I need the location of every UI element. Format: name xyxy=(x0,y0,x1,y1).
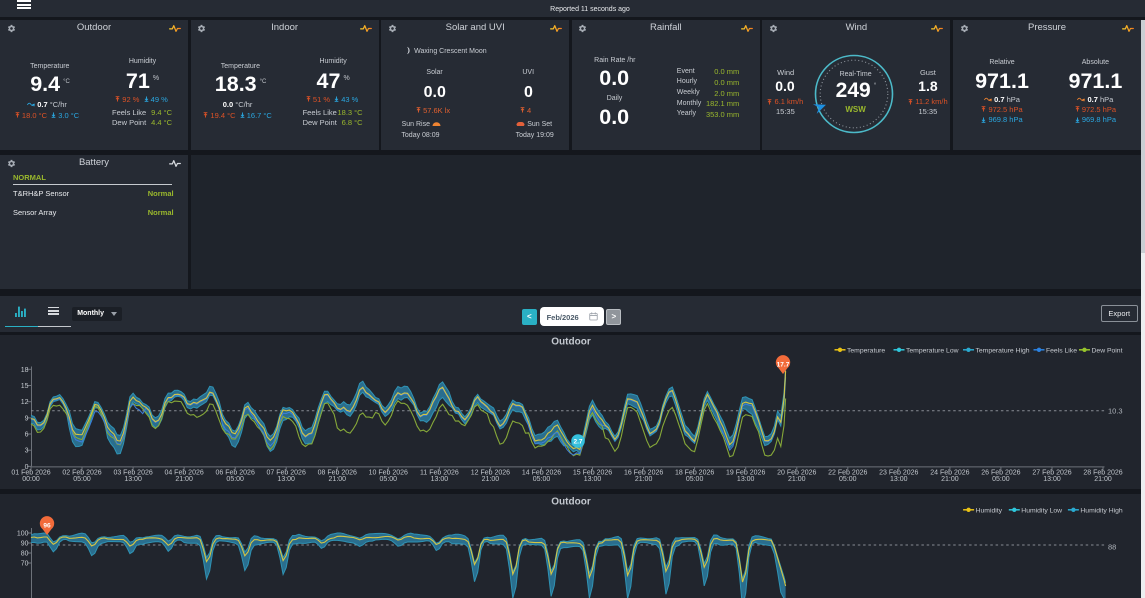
svg-text:13:00: 13:00 xyxy=(1043,476,1061,483)
svg-text:21:00: 21:00 xyxy=(941,476,959,483)
svg-text:Humidity: Humidity xyxy=(976,507,1003,514)
svg-text:11 Feb 2026: 11 Feb 2026 xyxy=(420,470,459,477)
svg-text:2.7: 2.7 xyxy=(573,439,582,446)
svg-text:02 Feb 2026: 02 Feb 2026 xyxy=(62,470,101,477)
svg-text:23 Feb 2026: 23 Feb 2026 xyxy=(879,470,918,477)
svg-text:13:00: 13:00 xyxy=(431,476,449,483)
svg-text:21:00: 21:00 xyxy=(175,476,193,483)
svg-text:10 Feb 2026: 10 Feb 2026 xyxy=(369,470,408,477)
svg-text:21:00: 21:00 xyxy=(1094,476,1112,483)
svg-text:20 Feb 2026: 20 Feb 2026 xyxy=(777,470,816,477)
svg-text:01 Feb 2026: 01 Feb 2026 xyxy=(11,470,50,477)
svg-text:04 Feb 2026: 04 Feb 2026 xyxy=(164,470,203,477)
svg-text:Temperature: Temperature xyxy=(847,347,885,354)
svg-text:03 Feb 2026: 03 Feb 2026 xyxy=(113,470,152,477)
svg-text:21:00: 21:00 xyxy=(635,476,653,483)
svg-text:05:00: 05:00 xyxy=(73,476,91,483)
svg-text:3: 3 xyxy=(25,448,29,455)
svg-text:90: 90 xyxy=(21,541,29,548)
svg-text:26 Feb 2026: 26 Feb 2026 xyxy=(981,470,1020,477)
svg-text:05:00: 05:00 xyxy=(839,476,857,483)
svg-text:27 Feb 2026: 27 Feb 2026 xyxy=(1032,470,1071,477)
svg-text:05:00: 05:00 xyxy=(992,476,1010,483)
svg-text:80: 80 xyxy=(21,551,29,558)
svg-text:13:00: 13:00 xyxy=(277,476,295,483)
svg-text:05:00: 05:00 xyxy=(686,476,704,483)
svg-text:24 Feb 2026: 24 Feb 2026 xyxy=(930,470,969,477)
svg-text:00:00: 00:00 xyxy=(22,476,40,483)
svg-text:16 Feb 2026: 16 Feb 2026 xyxy=(624,470,663,477)
svg-text:12 Feb 2026: 12 Feb 2026 xyxy=(471,470,510,477)
svg-text:05:00: 05:00 xyxy=(226,476,244,483)
svg-text:15 Feb 2026: 15 Feb 2026 xyxy=(573,470,612,477)
svg-text:12: 12 xyxy=(21,399,29,406)
svg-text:06 Feb 2026: 06 Feb 2026 xyxy=(216,470,255,477)
svg-text:22 Feb 2026: 22 Feb 2026 xyxy=(828,470,867,477)
svg-text:17.7: 17.7 xyxy=(777,362,790,369)
svg-text:Dew Point: Dew Point xyxy=(1092,347,1123,354)
svg-text:18 Feb 2026: 18 Feb 2026 xyxy=(675,470,714,477)
svg-text:9: 9 xyxy=(25,415,29,422)
svg-text:88: 88 xyxy=(1108,543,1116,552)
svg-text:28 Feb 2026: 28 Feb 2026 xyxy=(1083,470,1122,477)
svg-text:07 Feb 2026: 07 Feb 2026 xyxy=(267,470,306,477)
svg-text:18: 18 xyxy=(21,367,29,374)
svg-text:Outdoor: Outdoor xyxy=(551,337,591,348)
svg-text:21:00: 21:00 xyxy=(482,476,500,483)
svg-text:Outdoor: Outdoor xyxy=(551,497,591,508)
svg-text:08 Feb 2026: 08 Feb 2026 xyxy=(318,470,357,477)
svg-text:13:00: 13:00 xyxy=(737,476,755,483)
svg-text:Humidity Low: Humidity Low xyxy=(1021,507,1062,514)
svg-text:Temperature High: Temperature High xyxy=(976,347,1030,354)
svg-text:6: 6 xyxy=(25,432,29,439)
svg-text:Feels Like: Feels Like xyxy=(1046,347,1077,354)
svg-text:13:00: 13:00 xyxy=(124,476,142,483)
svg-text:10.3: 10.3 xyxy=(1108,406,1123,415)
svg-text:05:00: 05:00 xyxy=(380,476,398,483)
svg-text:Temperature Low: Temperature Low xyxy=(906,347,959,354)
svg-text:05:00: 05:00 xyxy=(533,476,551,483)
svg-text:14 Feb 2026: 14 Feb 2026 xyxy=(522,470,561,477)
svg-text:70: 70 xyxy=(21,561,29,568)
svg-text:21:00: 21:00 xyxy=(788,476,806,483)
svg-text:15: 15 xyxy=(21,383,29,390)
svg-text:13:00: 13:00 xyxy=(584,476,602,483)
svg-text:0: 0 xyxy=(25,464,29,471)
svg-text:96: 96 xyxy=(43,523,51,530)
svg-text:19 Feb 2026: 19 Feb 2026 xyxy=(726,470,765,477)
svg-text:Humidity High: Humidity High xyxy=(1080,507,1123,514)
svg-text:100: 100 xyxy=(17,531,29,538)
svg-text:21:00: 21:00 xyxy=(329,476,347,483)
svg-text:13:00: 13:00 xyxy=(890,476,908,483)
